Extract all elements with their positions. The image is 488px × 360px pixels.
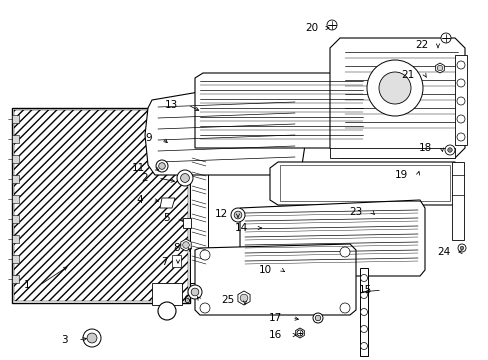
Polygon shape: [160, 198, 175, 208]
Text: 17: 17: [268, 313, 282, 323]
Text: 20: 20: [304, 23, 317, 33]
Circle shape: [315, 315, 320, 321]
Circle shape: [456, 61, 464, 69]
Polygon shape: [435, 63, 444, 73]
Circle shape: [360, 309, 367, 315]
Text: 10: 10: [258, 265, 271, 275]
Polygon shape: [240, 200, 424, 276]
Polygon shape: [295, 328, 304, 338]
Circle shape: [230, 208, 244, 222]
Circle shape: [360, 274, 367, 282]
Bar: [12, 108, 190, 303]
Text: 16: 16: [268, 330, 282, 340]
Circle shape: [444, 145, 454, 155]
Text: 23: 23: [348, 207, 361, 217]
Text: 2: 2: [141, 173, 148, 183]
Bar: [190, 128, 207, 283]
Circle shape: [360, 292, 367, 298]
Bar: [12, 235, 19, 243]
Circle shape: [456, 133, 464, 141]
Circle shape: [326, 20, 336, 30]
Text: 21: 21: [401, 70, 414, 80]
Circle shape: [456, 97, 464, 105]
Circle shape: [312, 313, 323, 323]
Text: 11: 11: [131, 163, 145, 173]
Polygon shape: [195, 73, 369, 148]
Text: 8: 8: [173, 243, 180, 253]
Polygon shape: [238, 291, 249, 305]
Text: 22: 22: [414, 40, 427, 50]
Circle shape: [378, 72, 410, 104]
Circle shape: [339, 247, 349, 257]
Text: 6: 6: [183, 295, 190, 305]
Bar: [454, 55, 466, 145]
Bar: [12, 255, 19, 263]
Polygon shape: [181, 239, 191, 251]
Circle shape: [187, 285, 202, 299]
Circle shape: [297, 330, 302, 336]
Text: 24: 24: [436, 247, 449, 257]
Bar: [359, 268, 367, 356]
Bar: [329, 148, 454, 158]
Text: 19: 19: [394, 170, 407, 180]
Text: 15: 15: [358, 285, 371, 295]
Text: 4: 4: [136, 195, 142, 205]
Circle shape: [87, 333, 97, 343]
Bar: [12, 115, 19, 123]
Polygon shape: [269, 162, 457, 205]
Circle shape: [183, 242, 189, 248]
Bar: [12, 155, 19, 163]
Text: 7: 7: [161, 257, 168, 267]
Circle shape: [159, 163, 165, 169]
Circle shape: [457, 244, 465, 252]
Circle shape: [360, 342, 367, 350]
Bar: [12, 215, 19, 223]
Circle shape: [177, 170, 193, 186]
Text: 12: 12: [214, 209, 227, 219]
Circle shape: [456, 79, 464, 87]
Text: 18: 18: [418, 143, 431, 153]
Circle shape: [234, 211, 242, 219]
Bar: [152, 283, 182, 305]
Circle shape: [158, 302, 176, 320]
Circle shape: [200, 250, 209, 260]
Bar: [183, 218, 191, 228]
Circle shape: [360, 325, 367, 333]
Text: 25: 25: [221, 295, 235, 305]
Bar: [451, 162, 463, 240]
Circle shape: [447, 148, 451, 152]
Bar: [12, 135, 19, 143]
Bar: [172, 255, 181, 267]
Circle shape: [180, 174, 189, 183]
Text: 13: 13: [164, 100, 178, 110]
Circle shape: [456, 115, 464, 123]
Circle shape: [436, 65, 442, 71]
Circle shape: [440, 33, 450, 43]
Circle shape: [200, 303, 209, 313]
Circle shape: [156, 160, 168, 172]
Text: 3: 3: [61, 335, 68, 345]
Text: 5: 5: [163, 213, 170, 223]
Circle shape: [83, 329, 101, 347]
Bar: [14, 110, 187, 301]
Polygon shape: [195, 244, 355, 315]
Circle shape: [366, 60, 422, 116]
Bar: [12, 175, 19, 183]
Circle shape: [240, 294, 247, 302]
Bar: [280, 165, 449, 201]
Circle shape: [296, 330, 303, 336]
Text: 9: 9: [145, 133, 152, 143]
Polygon shape: [329, 38, 464, 158]
Circle shape: [339, 303, 349, 313]
Text: 14: 14: [234, 223, 247, 233]
Circle shape: [459, 246, 463, 250]
Text: 1: 1: [23, 280, 30, 290]
Circle shape: [191, 288, 199, 296]
Polygon shape: [145, 85, 307, 175]
Bar: [12, 195, 19, 203]
Bar: [12, 275, 19, 283]
